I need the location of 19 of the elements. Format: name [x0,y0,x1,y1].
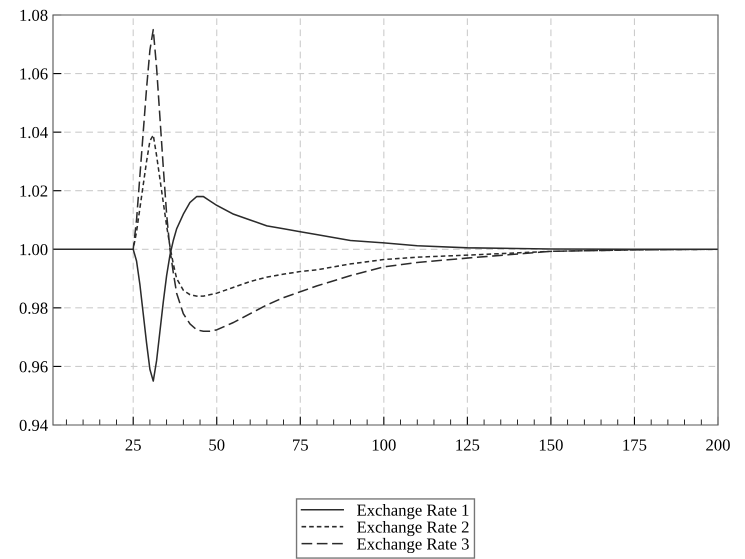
y-tick-label: 1.02 [20,185,48,197]
x-tick-label: 100 [372,439,396,451]
y-tick-label: 1.04 [20,126,48,138]
x-tick-label: 175 [623,439,646,451]
x-tick-label: 150 [540,439,563,451]
y-tick-label: 0.94 [20,420,48,432]
y-tick-label: 1.08 [20,10,48,22]
x-tick-label: 75 [293,440,308,451]
x-tick-label: 125 [456,439,480,451]
y-tick-label: 0.98 [20,302,48,314]
legend-label: Exchange Rate 1 [357,504,468,520]
x-tick-label: 25 [126,439,141,451]
y-tick-label: 0.96 [20,361,48,372]
y-tick-label: 1.06 [20,68,48,80]
x-tick-label: 50 [209,439,224,451]
x-tick-label: 200 [706,439,730,451]
legend-label: Exchange Rate 3 [357,538,469,554]
y-tick-label: 1.00 [20,244,48,256]
legend-label: Exchange Rate 2 [357,520,469,536]
